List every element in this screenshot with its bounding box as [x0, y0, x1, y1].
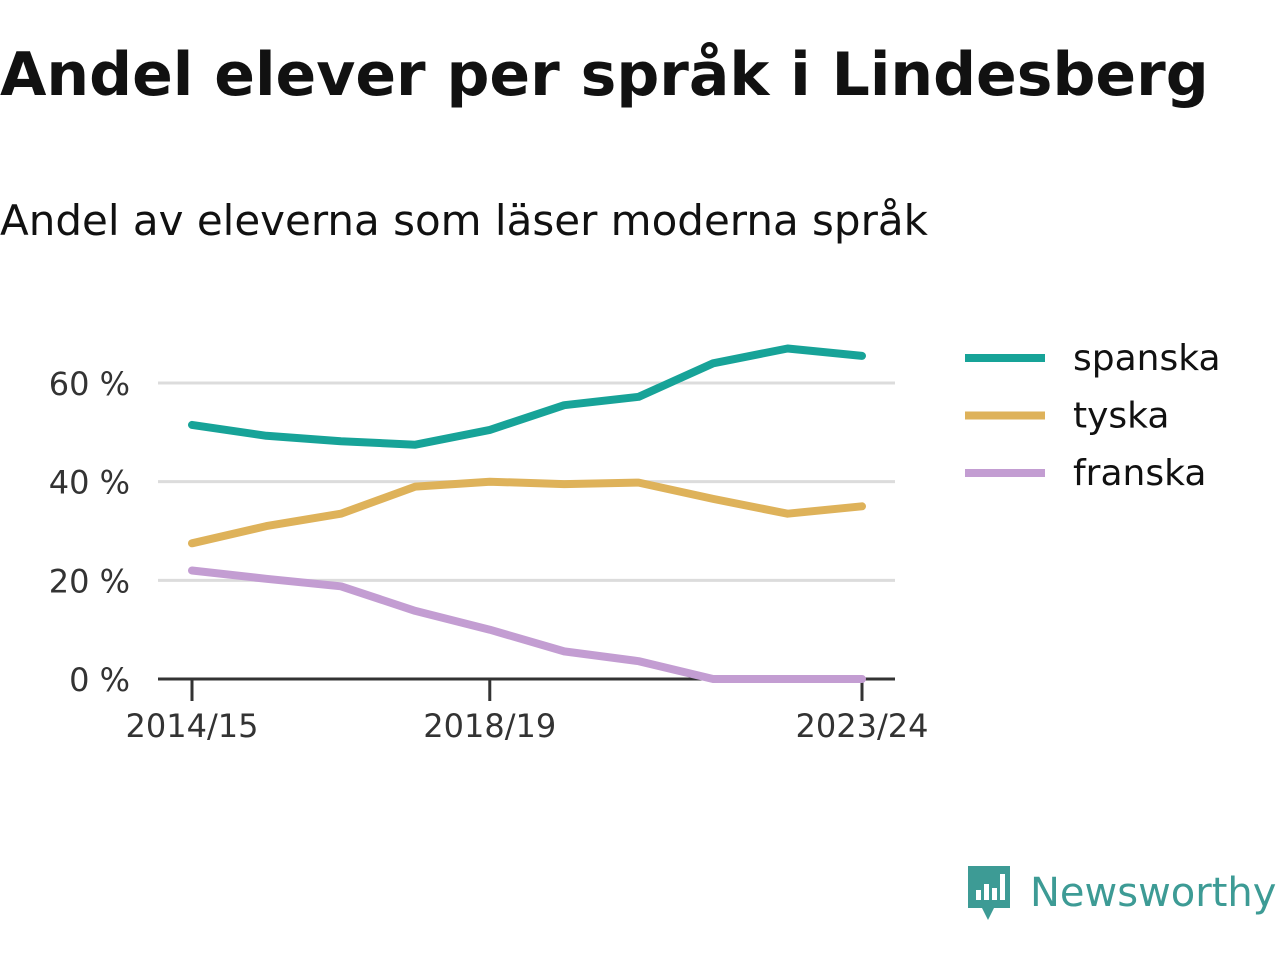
x-tick-label: 2014/15 — [126, 707, 259, 745]
legend-label-tyska: tyska — [1073, 396, 1169, 437]
x-tick-label: 2023/24 — [796, 707, 929, 745]
chart-subtitle: Andel av eleverna som läser moderna språ… — [0, 196, 928, 245]
series-line-spanska — [188, 344, 866, 449]
newsworthy-logo-icon — [968, 866, 1010, 920]
legend-label-franska: franska — [1073, 453, 1206, 494]
x-tick-label: 2018/19 — [423, 707, 556, 745]
series-line-franska — [188, 566, 866, 683]
y-tick-label: 0 % — [69, 661, 130, 699]
y-tick-label: 20 % — [49, 562, 130, 600]
brand-logo: Newsworthy — [964, 862, 1276, 924]
brand-name: Newsworthy — [1030, 870, 1277, 916]
chart-title: Andel elever per språk i Lindesberg — [0, 40, 1209, 110]
y-tick-label: 40 % — [49, 464, 130, 502]
legend-label-spanska: spanska — [1073, 338, 1221, 379]
y-tick-label: 60 % — [49, 365, 130, 403]
axes: 0 % 20 % 40 % 60 % 2014/15 2018/19 2023/24 — [49, 365, 929, 745]
series-line-tyska — [188, 477, 866, 548]
legend: spanska tyska franska — [965, 338, 1221, 494]
series-lines — [188, 344, 866, 683]
